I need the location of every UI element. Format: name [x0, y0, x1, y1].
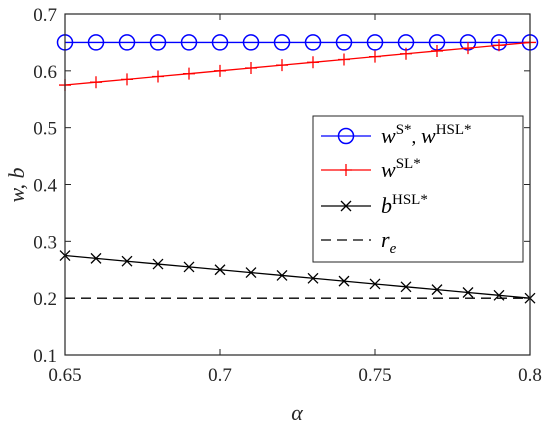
- data-point-circle: [118, 34, 136, 51]
- data-point-x: [340, 200, 352, 212]
- legend-entry: re: [321, 227, 397, 257]
- legend: wS*, wHSL*wSL*bHSL*re: [312, 115, 524, 263]
- data-point-circle: [335, 34, 353, 51]
- legend-label-part: w: [381, 123, 396, 148]
- data-point-x: [152, 258, 164, 270]
- plot-frame: [64, 13, 531, 356]
- legend-entry: wS*, wHSL*: [321, 122, 472, 148]
- data-point-x: [369, 278, 381, 290]
- legend-label-part: w: [421, 123, 436, 148]
- x-tick-label: 0.65: [48, 365, 81, 386]
- x-tick-label: 0.7: [208, 365, 232, 386]
- data-point-plus: [276, 59, 288, 72]
- data-point-plus: [369, 50, 381, 63]
- legend-label-part: HSL*: [392, 192, 428, 208]
- y-tick-label: 0.1: [33, 346, 57, 367]
- data-point-x: [462, 287, 474, 298]
- data-point-plus: [214, 64, 226, 77]
- series-layer: [56, 34, 539, 304]
- legend-label: wS*, wHSL*: [381, 122, 472, 148]
- data-point-plus: [431, 44, 443, 57]
- legend-label-part: HSL*: [436, 122, 472, 138]
- data-point-x: [276, 269, 288, 281]
- data-point-plus: [121, 73, 133, 86]
- y-tick-label: 0.7: [33, 5, 57, 26]
- data-point-x: [214, 264, 226, 276]
- legend-label-part: ,: [412, 127, 422, 148]
- data-point-circle: [149, 34, 167, 51]
- legend-label: re: [381, 227, 397, 257]
- data-point-plus: [400, 47, 412, 60]
- legend-label-part: b: [381, 193, 392, 218]
- series-2: [59, 250, 536, 304]
- legend-label: wSL*: [381, 156, 421, 182]
- data-point-plus: [462, 42, 474, 55]
- legend-entry: bHSL*: [321, 192, 428, 218]
- data-point-circle: [211, 34, 229, 51]
- data-point-plus: [340, 164, 352, 176]
- data-point-plus: [90, 76, 102, 89]
- legend-label-part: w: [381, 157, 396, 182]
- x-axis-label: α: [291, 400, 303, 425]
- data-point-x: [307, 272, 319, 284]
- series-line: [64, 254, 531, 299]
- data-point-plus: [152, 70, 164, 83]
- data-point-circle: [242, 34, 260, 51]
- legend-label-part: SL*: [396, 156, 421, 172]
- data-point-plus: [493, 39, 505, 52]
- legend-label-part: e: [390, 241, 397, 257]
- data-point-circle: [87, 34, 105, 51]
- y-tick-label: 0.5: [33, 119, 57, 140]
- legend-label-part: S*: [396, 122, 412, 138]
- y-tick-label: 0.4: [33, 176, 57, 197]
- series-line: [64, 41, 531, 86]
- series-1: [59, 36, 536, 92]
- axis-ticks: 0.65 0.7 0.75 0.8 0.1 0.2 0.3 0.4 0.5 0.6 0.7: [33, 5, 542, 386]
- data-point-circle: [304, 34, 322, 51]
- x-tick-label: 0.75: [358, 365, 391, 386]
- data-point-x: [121, 255, 133, 267]
- data-point-circle: [337, 127, 355, 145]
- y-tick-label: 0.2: [33, 289, 57, 310]
- data-point-x: [90, 252, 102, 264]
- data-point-plus: [338, 53, 350, 66]
- legend-label-part: r: [381, 227, 390, 252]
- legend-box: [312, 115, 524, 263]
- data-point-circle: [273, 34, 291, 51]
- data-point-plus: [183, 67, 195, 80]
- x-tick-label: 0.8: [518, 365, 542, 386]
- legend-entry: wSL*: [321, 156, 421, 182]
- data-point-x: [400, 281, 412, 293]
- data-point-x: [183, 261, 195, 273]
- data-point-plus: [245, 61, 257, 74]
- data-point-x: [245, 267, 257, 279]
- data-point-circle: [366, 34, 384, 51]
- legend-label: bHSL*: [381, 192, 428, 218]
- data-point-x: [431, 284, 443, 296]
- data-point-plus: [307, 56, 319, 69]
- y-axis-label: w, b: [4, 167, 29, 202]
- data-point-x: [338, 275, 350, 287]
- data-point-circle: [180, 34, 198, 51]
- y-tick-label: 0.3: [33, 232, 57, 253]
- y-tick-label: 0.6: [33, 62, 57, 83]
